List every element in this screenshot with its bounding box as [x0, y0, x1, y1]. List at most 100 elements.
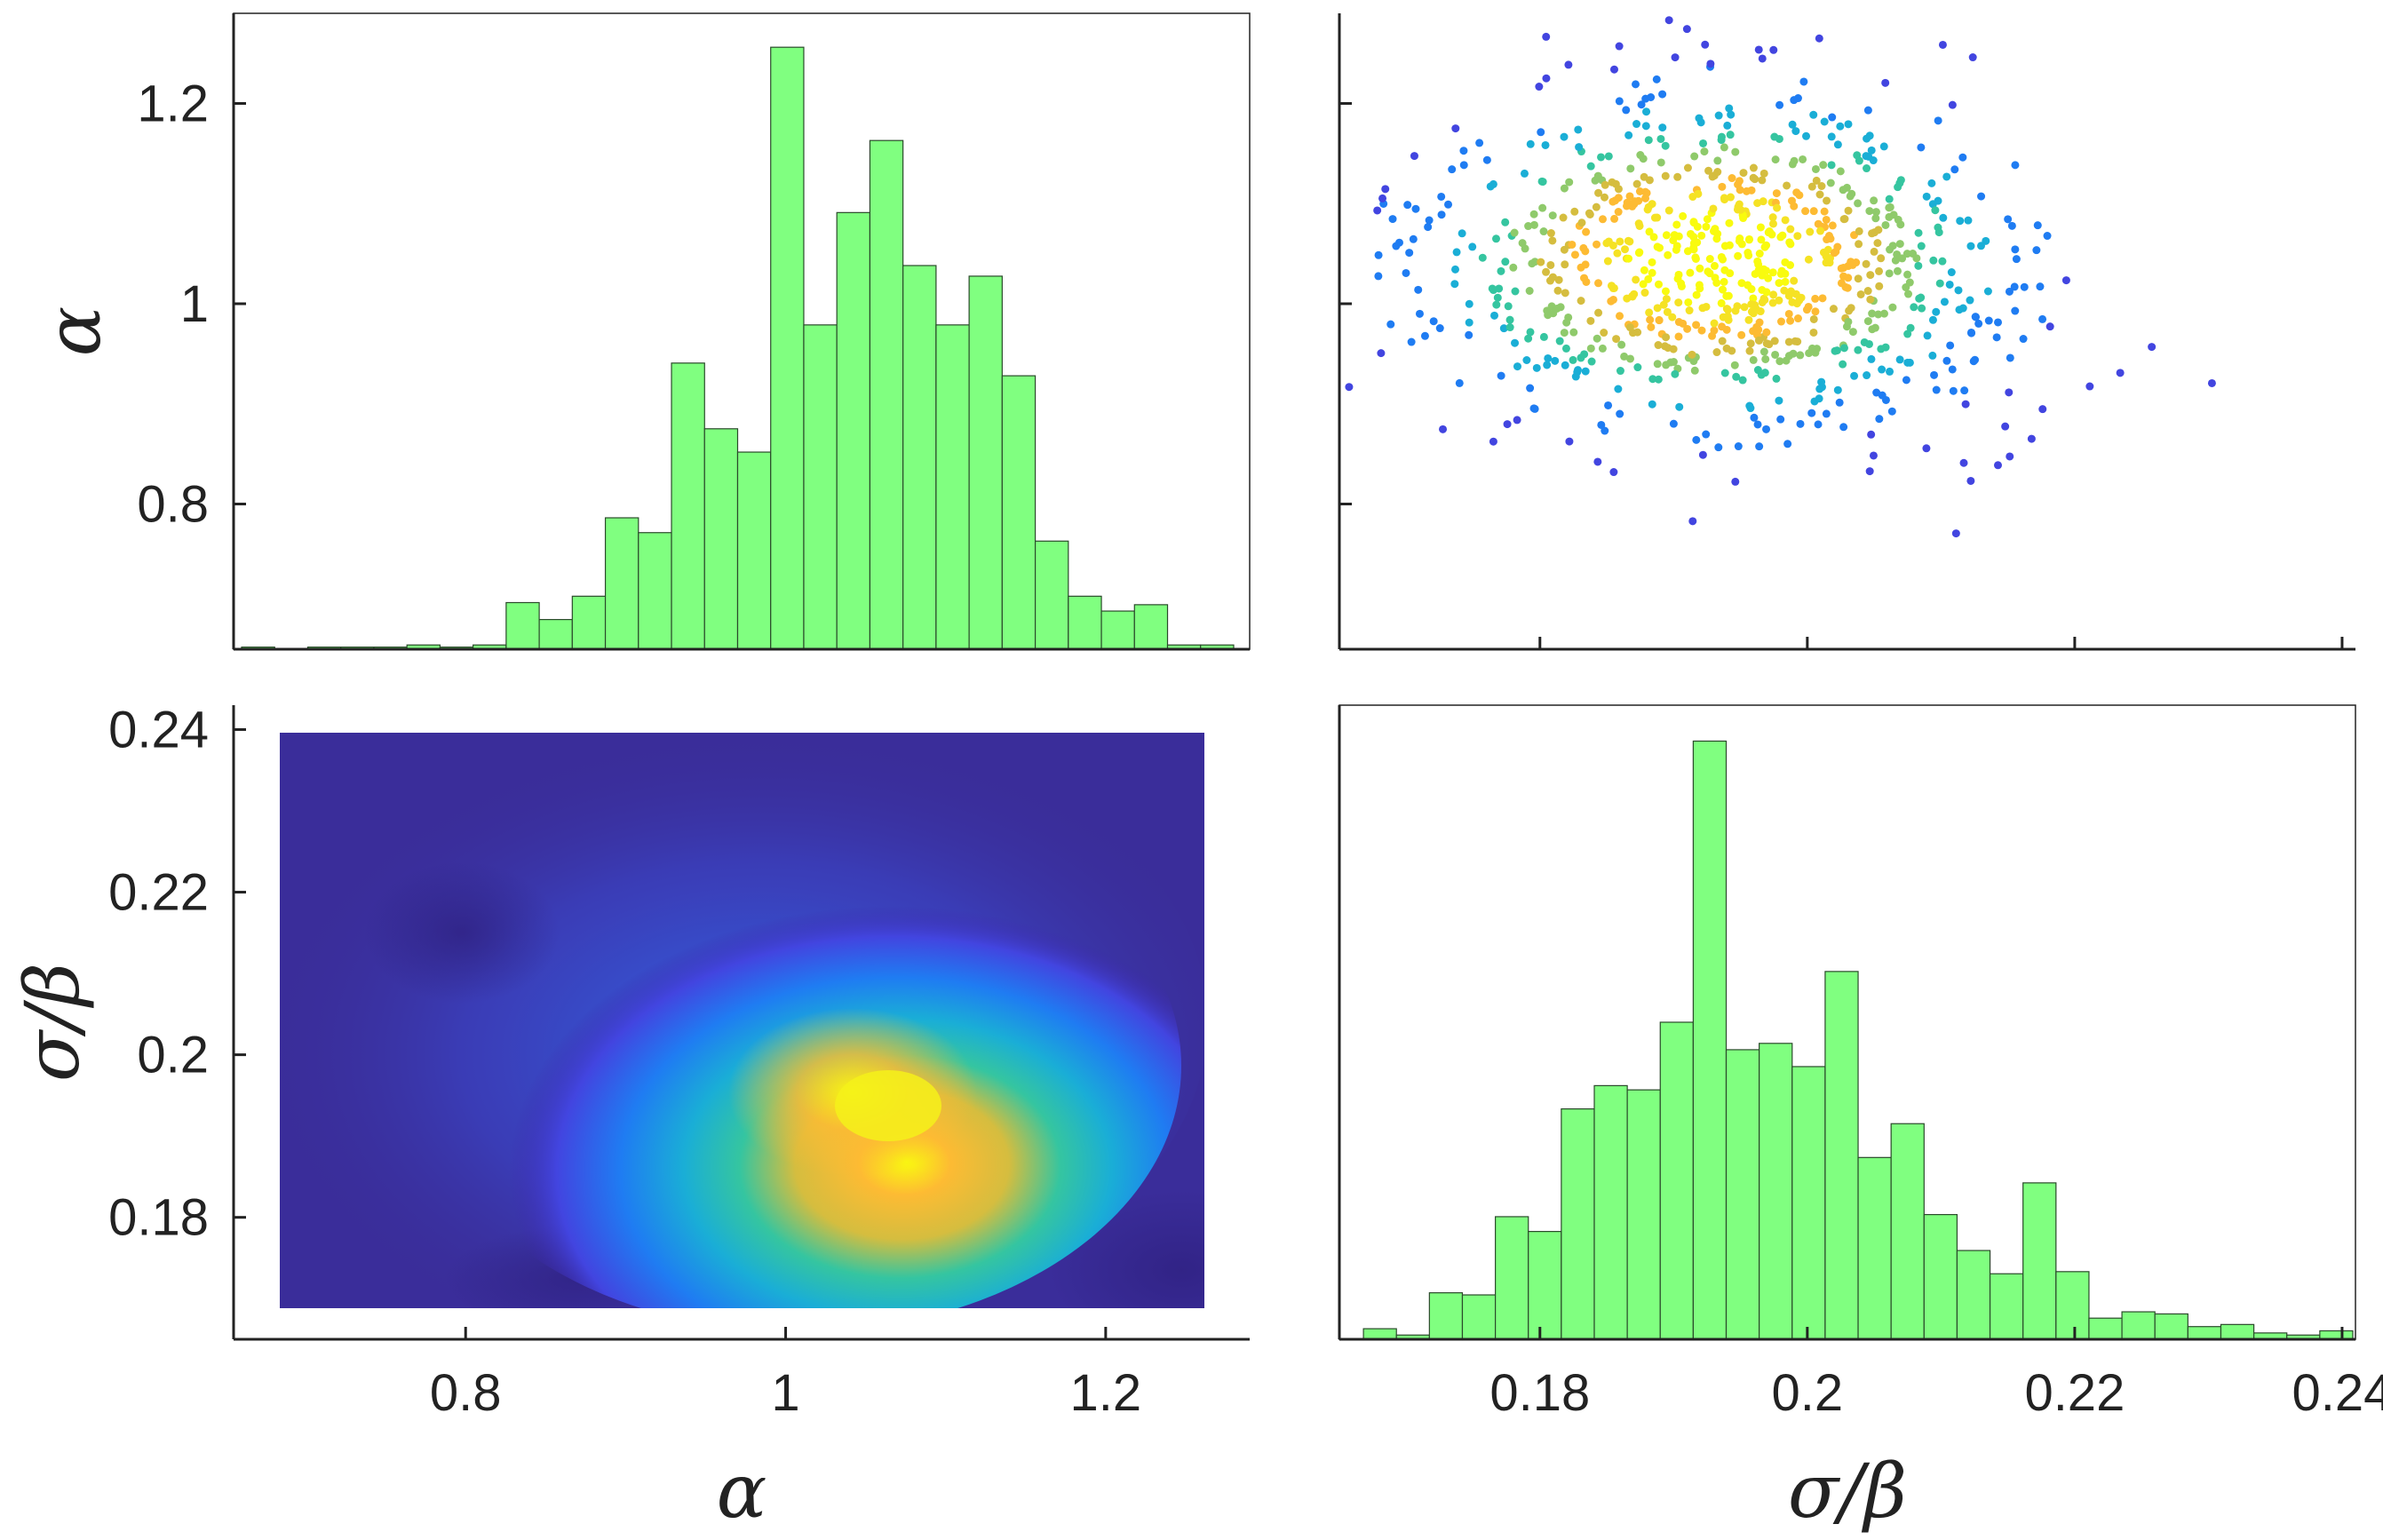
- scatter-point: [1801, 207, 1810, 216]
- scatter-point: [1959, 458, 1968, 467]
- scatter-point: [1538, 203, 1547, 212]
- scatter-point: [1749, 355, 1758, 364]
- scatter-point: [1894, 215, 1902, 224]
- scatter-point: [1504, 302, 1513, 311]
- scatter-point: [1528, 259, 1537, 268]
- scatter-point: [1761, 354, 1770, 363]
- histogram-bar: [1034, 540, 1069, 650]
- scatter-point: [1560, 132, 1569, 141]
- scatter-point: [1617, 340, 1626, 349]
- scatter-point: [1807, 409, 1816, 417]
- scatter-point: [1553, 304, 1561, 313]
- scatter-point: [1661, 171, 1670, 180]
- scatter-point: [1696, 264, 1704, 273]
- scatter-point: [1758, 271, 1767, 280]
- scatter-point: [1526, 328, 1535, 337]
- scatter-point: [1871, 208, 1880, 217]
- scatter-point: [1692, 435, 1701, 444]
- scatter-point: [1686, 268, 1695, 277]
- scatter-point: [1705, 255, 1714, 264]
- scatter-point: [1873, 239, 1882, 248]
- x-ticks: 0.18 0.2 0.22 0.24: [1489, 1327, 2383, 1422]
- scatter-point: [1560, 329, 1569, 337]
- histogram-bar: [1133, 604, 1169, 650]
- scatter-point: [1459, 147, 1468, 155]
- scatter-point: [1994, 318, 2003, 327]
- scatter-point: [1402, 268, 1410, 277]
- scatter-point: [1945, 280, 1954, 289]
- scatter-point: [1833, 242, 1842, 251]
- scatter-point: [1799, 155, 1807, 163]
- scatter-point: [1601, 193, 1609, 202]
- scatter-point: [1622, 202, 1631, 210]
- histogram-bar: [571, 595, 607, 650]
- scatter-point: [1984, 316, 1993, 325]
- x-axis-label: σ/β: [1788, 1448, 1907, 1535]
- scatter-point: [2006, 452, 2014, 461]
- scatter-point: [1934, 116, 1942, 125]
- scatter-point: [1615, 97, 1624, 106]
- scatter-point: [1658, 90, 1667, 99]
- scatter-point: [1754, 336, 1763, 345]
- scatter-point: [1577, 297, 1585, 306]
- scatter-point: [1604, 401, 1613, 409]
- scatter-point: [1903, 358, 1912, 367]
- scatter-point: [1853, 151, 1862, 160]
- scatter-point: [1839, 272, 1848, 281]
- scatter-point: [1917, 242, 1926, 250]
- scatter-point: [1614, 185, 1623, 194]
- scatter-point: [1499, 324, 1508, 333]
- scatter-point: [1526, 384, 1535, 393]
- scatter-point: [1726, 193, 1735, 202]
- scatter-point: [1601, 426, 1609, 435]
- scatter-point: [1866, 271, 1875, 280]
- axis-ticks: 0.8 1 1.2 0.18 0.2 0.22 0.24: [108, 701, 1141, 1422]
- scatter-point: [1725, 104, 1734, 113]
- scatter-point: [1781, 258, 1790, 266]
- scatter-point: [1768, 268, 1777, 277]
- scatter-point: [1603, 257, 1612, 266]
- scatter-point: [1776, 415, 1785, 424]
- scatter-point: [1448, 165, 1457, 174]
- scatter-point: [1548, 211, 1557, 220]
- scatter-point: [1717, 298, 1726, 307]
- histogram-bars: [241, 46, 1235, 650]
- scatter-point: [1648, 400, 1656, 409]
- scatter-point: [1662, 361, 1671, 369]
- scatter-point: [1745, 346, 1754, 355]
- scatter-point: [1639, 280, 1648, 289]
- scatter-point: [1609, 283, 1618, 292]
- panel-hist-sigma: 0.18 0.2 0.22 0.24 σ/β: [1338, 704, 2383, 1535]
- scatter-point: [2011, 161, 2020, 170]
- scatter-point: [1582, 227, 1591, 236]
- scatter-point: [1881, 343, 1890, 352]
- scatter-point: [1719, 313, 1728, 321]
- scatter-point: [1843, 283, 1852, 292]
- scatter-point: [1658, 123, 1667, 132]
- y-tick-label: 1.2: [137, 75, 209, 132]
- scatter-point: [1577, 353, 1585, 362]
- scatter-point: [1706, 60, 1715, 68]
- scatter-point: [1749, 173, 1758, 182]
- scatter-point: [2004, 215, 2013, 224]
- scatter-point: [1775, 396, 1783, 405]
- scatter-point: [1602, 239, 1611, 248]
- scatter-point: [1561, 289, 1569, 298]
- scatter-point: [1783, 181, 1791, 190]
- scatter-point: [1673, 172, 1682, 181]
- scatter-point: [1922, 192, 1931, 201]
- scatter-point: [1543, 306, 1552, 315]
- scatter-point: [1847, 304, 1855, 313]
- scatter-point: [1939, 213, 1948, 222]
- scatter-point: [1746, 404, 1755, 413]
- histogram-bar: [638, 532, 672, 650]
- scatter-point: [1827, 132, 1836, 141]
- scatter-point: [1444, 200, 1453, 209]
- scatter-point: [1580, 274, 1589, 282]
- scatter-point: [1780, 286, 1789, 295]
- histogram-bar: [1068, 595, 1102, 650]
- scatter-point: [1749, 163, 1758, 172]
- scatter-point: [1345, 383, 1354, 392]
- scatter-point: [1374, 272, 1383, 281]
- scatter-point: [1967, 329, 1976, 337]
